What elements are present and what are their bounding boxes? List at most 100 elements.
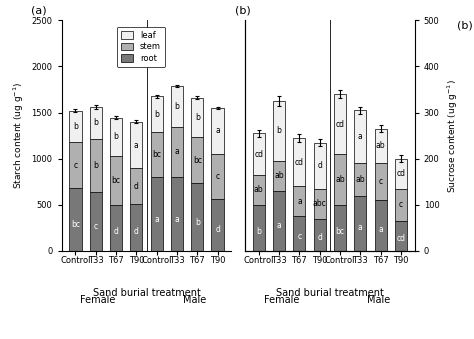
Bar xyxy=(253,133,265,175)
Text: ab: ab xyxy=(254,185,264,194)
Bar xyxy=(171,86,183,127)
Bar xyxy=(151,177,163,251)
Bar xyxy=(395,188,407,221)
Text: (b): (b) xyxy=(0,338,1,339)
Text: b: b xyxy=(195,113,200,122)
Bar xyxy=(171,177,183,251)
Text: c: c xyxy=(216,172,219,181)
Bar xyxy=(334,94,346,154)
Text: cd: cd xyxy=(295,158,304,166)
Bar xyxy=(293,186,306,216)
Bar xyxy=(374,200,387,251)
Bar xyxy=(130,168,143,204)
Text: bc: bc xyxy=(193,156,202,164)
X-axis label: Sand burial treatment: Sand burial treatment xyxy=(92,287,201,298)
Text: d: d xyxy=(317,161,322,170)
Text: b: b xyxy=(93,118,98,127)
Bar xyxy=(314,142,326,188)
Text: cd: cd xyxy=(336,120,345,128)
X-axis label: Sand burial treatment: Sand burial treatment xyxy=(276,287,384,298)
Y-axis label: Starch content (ug g$^{-1}$): Starch content (ug g$^{-1}$) xyxy=(12,82,26,189)
Bar xyxy=(110,156,122,205)
Bar xyxy=(314,188,326,219)
Text: a: a xyxy=(174,215,179,224)
Text: Male: Male xyxy=(183,295,207,305)
Text: (b): (b) xyxy=(457,20,473,30)
Text: b: b xyxy=(195,218,200,227)
Bar xyxy=(253,205,265,251)
Bar xyxy=(334,205,346,251)
Text: d: d xyxy=(317,233,322,242)
Text: a: a xyxy=(297,197,302,206)
Text: (b): (b) xyxy=(235,6,251,16)
Bar xyxy=(273,101,285,161)
Bar xyxy=(293,216,306,251)
Text: cd: cd xyxy=(254,149,263,159)
Bar xyxy=(395,221,407,251)
Text: (a): (a) xyxy=(31,6,46,16)
Text: bc: bc xyxy=(336,227,345,236)
Text: ab: ab xyxy=(356,175,365,184)
Bar xyxy=(374,163,387,200)
Bar xyxy=(211,108,224,154)
Bar xyxy=(69,142,82,188)
Text: b: b xyxy=(73,122,78,131)
Text: c: c xyxy=(297,232,301,241)
Text: a: a xyxy=(358,132,363,141)
Text: b: b xyxy=(174,102,179,111)
Text: Female: Female xyxy=(264,295,299,305)
Bar xyxy=(90,192,102,251)
Bar xyxy=(211,199,224,251)
Text: a: a xyxy=(154,215,159,224)
Text: b: b xyxy=(93,161,98,170)
Bar xyxy=(354,196,366,251)
Bar xyxy=(171,127,183,177)
Text: d: d xyxy=(114,227,118,236)
Bar xyxy=(191,183,203,251)
Text: d: d xyxy=(215,225,220,234)
Text: a: a xyxy=(174,147,179,157)
Bar xyxy=(90,107,102,139)
Text: b: b xyxy=(154,109,159,119)
Text: c: c xyxy=(379,177,383,186)
Text: Female: Female xyxy=(80,295,116,305)
Bar xyxy=(354,110,366,163)
Text: c: c xyxy=(73,161,77,170)
Bar xyxy=(354,163,366,196)
Bar xyxy=(130,204,143,251)
Bar xyxy=(191,137,203,183)
Text: c: c xyxy=(399,200,403,209)
Text: ab: ab xyxy=(376,141,385,151)
Bar xyxy=(90,139,102,192)
Bar xyxy=(253,175,265,205)
Text: a: a xyxy=(134,141,139,149)
Legend: leaf, stem, root: leaf, stem, root xyxy=(117,27,165,67)
Bar xyxy=(374,129,387,163)
Bar xyxy=(130,122,143,168)
Text: abc: abc xyxy=(313,199,327,208)
Text: Male: Male xyxy=(367,295,390,305)
Y-axis label: Sucrose content (ug g$^{-1}$): Sucrose content (ug g$^{-1}$) xyxy=(445,79,460,193)
Text: cd: cd xyxy=(396,234,405,243)
Text: ab: ab xyxy=(274,172,284,180)
Bar xyxy=(211,154,224,199)
Text: b: b xyxy=(277,126,282,136)
Bar xyxy=(395,159,407,188)
Text: bc: bc xyxy=(152,150,161,159)
Text: c: c xyxy=(94,222,98,231)
Bar xyxy=(293,138,306,186)
Bar xyxy=(273,191,285,251)
Text: a: a xyxy=(215,126,220,136)
Bar xyxy=(151,132,163,177)
Text: cd: cd xyxy=(396,169,405,178)
Text: b: b xyxy=(256,227,261,236)
Bar xyxy=(110,118,122,156)
Text: bc: bc xyxy=(71,220,80,229)
Bar xyxy=(273,161,285,191)
Text: ab: ab xyxy=(335,175,345,184)
Text: a: a xyxy=(378,225,383,234)
Bar xyxy=(110,205,122,251)
Bar xyxy=(334,154,346,205)
Bar xyxy=(314,219,326,251)
Bar xyxy=(191,98,203,137)
